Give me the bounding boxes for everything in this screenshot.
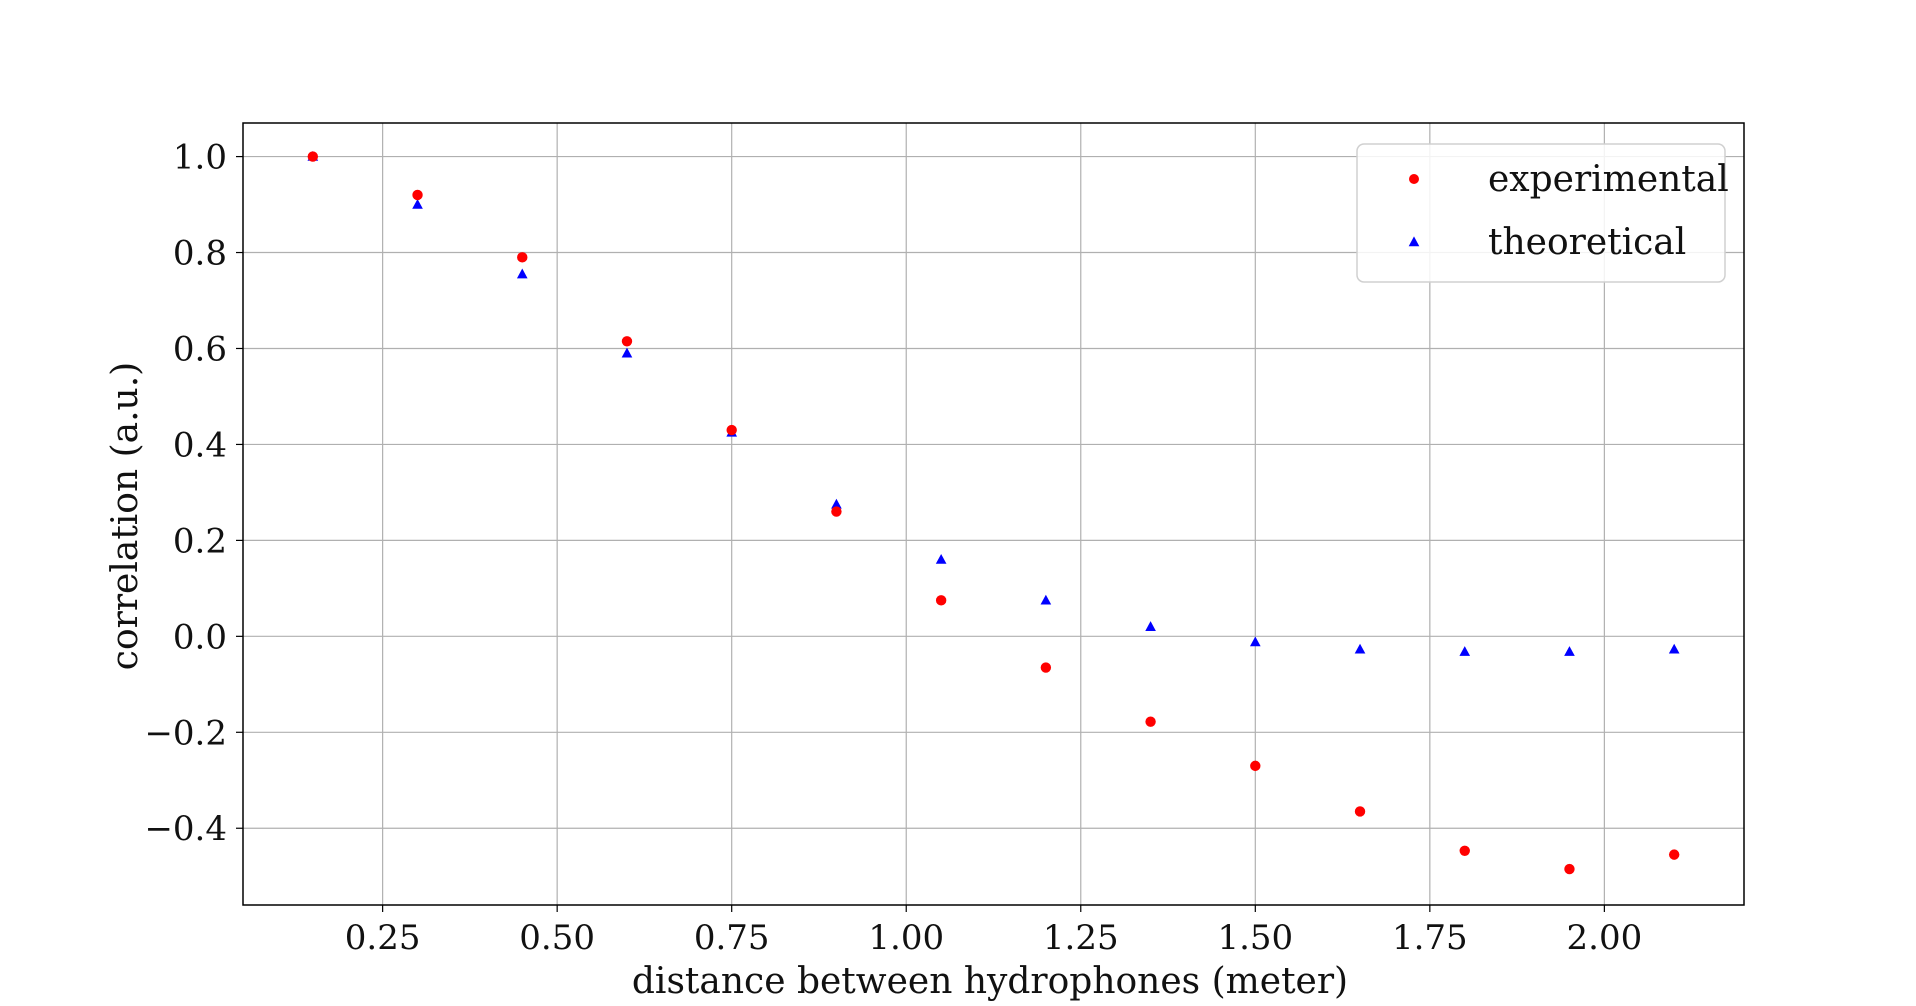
point-experimental xyxy=(1668,849,1680,860)
data-points xyxy=(307,150,1680,875)
point-experimental xyxy=(621,336,633,347)
x-tick-label: 0.50 xyxy=(519,918,595,958)
point-theoretical xyxy=(1668,643,1680,654)
y-tick-label: 0.8 xyxy=(173,234,227,274)
x-tick-label: 2.00 xyxy=(1567,918,1643,958)
legend-marker-experimental xyxy=(1409,174,1419,184)
point-theoretical xyxy=(412,198,423,209)
point-theoretical xyxy=(935,553,947,564)
point-experimental xyxy=(1040,662,1052,673)
point-theoretical xyxy=(1564,646,1575,656)
legend-label-experimental: experimental xyxy=(1488,159,1729,200)
point-experimental xyxy=(1459,845,1470,856)
y-tick-label: −0.2 xyxy=(144,713,227,753)
x-tick-label: 0.75 xyxy=(694,918,770,958)
point-experimental xyxy=(412,189,423,201)
x-axis-ticks: 0.25 0.50 0.75 1.00 1.25 1.50 1.75 2.00 xyxy=(345,905,1642,958)
point-theoretical xyxy=(1459,646,1471,656)
point-experimental xyxy=(517,252,528,263)
y-axis-ticks: 1.0 0.8 0.6 0.4 0.2 0.0 −0.2 −0.4 xyxy=(144,138,243,849)
point-experimental xyxy=(935,595,947,606)
y-tick-label: 0.0 xyxy=(173,617,227,657)
point-experimental xyxy=(307,151,319,162)
point-experimental xyxy=(1564,863,1575,875)
y-tick-label: 1.0 xyxy=(173,138,227,178)
x-tick-label: 1.25 xyxy=(1043,918,1119,958)
x-tick-label: 1.75 xyxy=(1392,918,1468,958)
x-tick-label: 0.25 xyxy=(345,918,421,958)
y-tick-label: 0.6 xyxy=(173,329,227,369)
point-theoretical xyxy=(831,498,842,509)
x-axis-label: distance between hydrophones (meter) xyxy=(632,961,1348,1002)
point-theoretical xyxy=(621,347,633,358)
legend-marker-theoretical xyxy=(1408,236,1420,247)
point-theoretical xyxy=(1145,621,1156,631)
y-axis-label: correlation (a.u.) xyxy=(105,362,146,670)
x-tick-label: 1.00 xyxy=(868,918,944,958)
point-experimental xyxy=(1145,716,1156,727)
legend-box xyxy=(1356,143,1726,283)
y-tick-label: 0.4 xyxy=(173,425,227,465)
legend-label-theoretical: theoretical xyxy=(1488,222,1686,263)
point-experimental xyxy=(726,424,737,436)
point-experimental xyxy=(831,506,842,517)
plot-frame xyxy=(242,122,1745,906)
point-theoretical xyxy=(1040,594,1052,605)
x-tick-label: 1.50 xyxy=(1217,918,1293,958)
point-theoretical xyxy=(516,268,528,279)
point-experimental xyxy=(1250,760,1261,772)
legend: experimental theoretical xyxy=(1356,143,1729,283)
point-theoretical xyxy=(1249,636,1261,647)
y-tick-label: 0.2 xyxy=(173,521,227,561)
point-theoretical xyxy=(1354,643,1366,654)
y-tick-label: −0.4 xyxy=(144,809,227,849)
point-experimental xyxy=(1354,806,1366,817)
